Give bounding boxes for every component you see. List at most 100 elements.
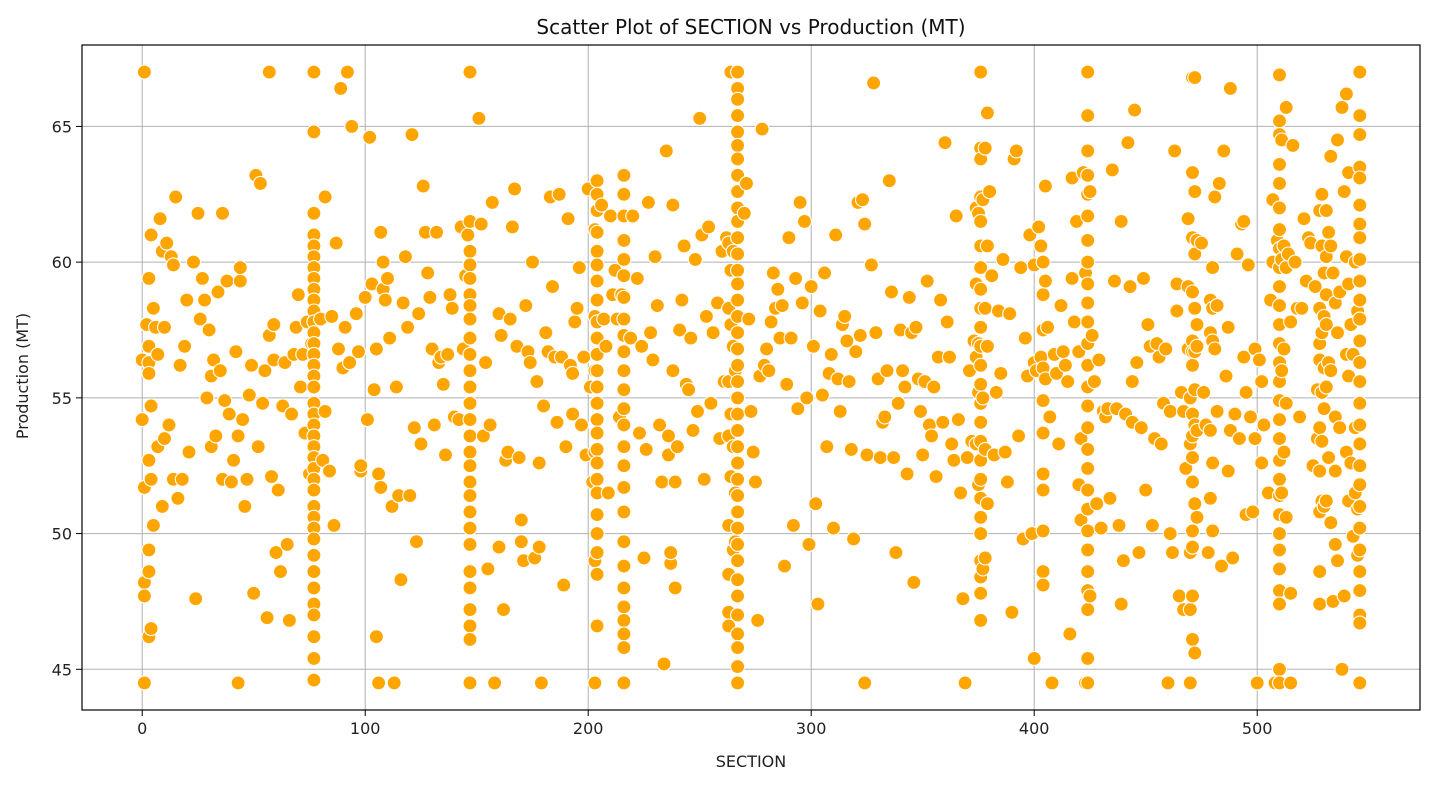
data-point xyxy=(368,629,384,645)
data-point xyxy=(589,618,605,634)
data-point xyxy=(306,547,322,563)
data-point xyxy=(1352,374,1368,390)
data-point xyxy=(774,298,790,314)
data-point xyxy=(730,504,746,520)
data-point xyxy=(518,298,534,314)
data-point xyxy=(589,441,605,457)
data-point xyxy=(549,414,565,430)
data-point xyxy=(544,279,561,295)
data-point xyxy=(1184,539,1201,555)
data-point xyxy=(881,173,897,189)
data-point xyxy=(440,346,456,362)
data-point xyxy=(957,675,973,691)
data-point xyxy=(589,173,605,189)
data-point xyxy=(589,395,605,411)
data-point xyxy=(156,431,173,447)
data-point xyxy=(326,517,342,533)
data-point xyxy=(567,314,583,330)
data-point xyxy=(1035,393,1051,409)
data-point xyxy=(1193,235,1210,251)
data-point xyxy=(1135,270,1152,286)
data-point xyxy=(658,143,674,159)
data-point xyxy=(1352,216,1368,232)
data-point xyxy=(1287,254,1303,270)
data-point xyxy=(317,403,333,419)
data-point xyxy=(1238,384,1254,400)
data-point xyxy=(1037,178,1053,194)
data-point xyxy=(730,108,746,124)
data-point xyxy=(1254,374,1270,390)
data-point xyxy=(1082,588,1098,604)
data-point xyxy=(1011,428,1027,444)
data-point xyxy=(551,186,567,202)
data-point xyxy=(616,675,632,691)
data-point xyxy=(306,564,322,580)
data-point xyxy=(246,585,262,601)
data-point xyxy=(730,471,746,487)
data-point xyxy=(1327,536,1343,552)
data-point xyxy=(462,618,478,634)
data-point xyxy=(730,439,746,455)
data-point xyxy=(999,474,1015,490)
data-point xyxy=(730,230,746,246)
data-point xyxy=(979,105,995,121)
data-point xyxy=(1352,477,1368,493)
data-point xyxy=(1080,167,1096,183)
data-point xyxy=(368,341,384,357)
data-point xyxy=(141,564,157,580)
data-point xyxy=(770,281,786,297)
data-point xyxy=(674,292,690,308)
data-point xyxy=(1271,222,1288,238)
data-point xyxy=(462,520,478,536)
data-point xyxy=(1189,338,1205,354)
data-point xyxy=(616,167,632,183)
data-point xyxy=(982,184,998,200)
data-point xyxy=(897,379,913,395)
data-point xyxy=(1113,213,1129,229)
data-point xyxy=(730,262,746,278)
data-point xyxy=(170,490,186,506)
data-point xyxy=(217,393,233,409)
data-point xyxy=(507,181,523,197)
data-point xyxy=(825,520,842,536)
data-point xyxy=(730,422,746,438)
data-point xyxy=(1171,588,1187,604)
data-point xyxy=(1316,401,1332,417)
data-point xyxy=(1196,384,1212,400)
data-point xyxy=(649,298,665,314)
data-point xyxy=(388,379,404,395)
data-point xyxy=(935,414,951,430)
data-point xyxy=(290,287,306,303)
data-point xyxy=(1187,496,1203,512)
data-point xyxy=(359,412,375,428)
data-point xyxy=(859,447,875,463)
data-point xyxy=(1321,450,1337,466)
data-point xyxy=(973,281,989,297)
data-point xyxy=(192,311,208,327)
data-point xyxy=(143,227,159,243)
data-point xyxy=(1080,143,1096,159)
data-point xyxy=(883,284,900,300)
data-point xyxy=(1276,341,1292,357)
data-point xyxy=(738,175,755,191)
data-point xyxy=(1236,213,1252,229)
data-point xyxy=(185,254,202,270)
data-point xyxy=(634,338,650,354)
data-point xyxy=(317,189,333,205)
data-point xyxy=(1242,409,1259,425)
data-point xyxy=(353,458,369,474)
data-point xyxy=(266,317,282,333)
data-point xyxy=(168,189,184,205)
data-point xyxy=(1073,512,1089,528)
data-point xyxy=(1276,444,1292,460)
data-point xyxy=(730,246,746,262)
data-point xyxy=(1057,357,1073,373)
data-point xyxy=(948,208,964,224)
data-point xyxy=(993,365,1009,381)
data-point xyxy=(895,363,911,379)
data-point xyxy=(997,444,1013,460)
data-point xyxy=(188,591,204,607)
data-point xyxy=(350,344,367,360)
data-point xyxy=(1184,284,1201,300)
data-point xyxy=(600,485,616,501)
